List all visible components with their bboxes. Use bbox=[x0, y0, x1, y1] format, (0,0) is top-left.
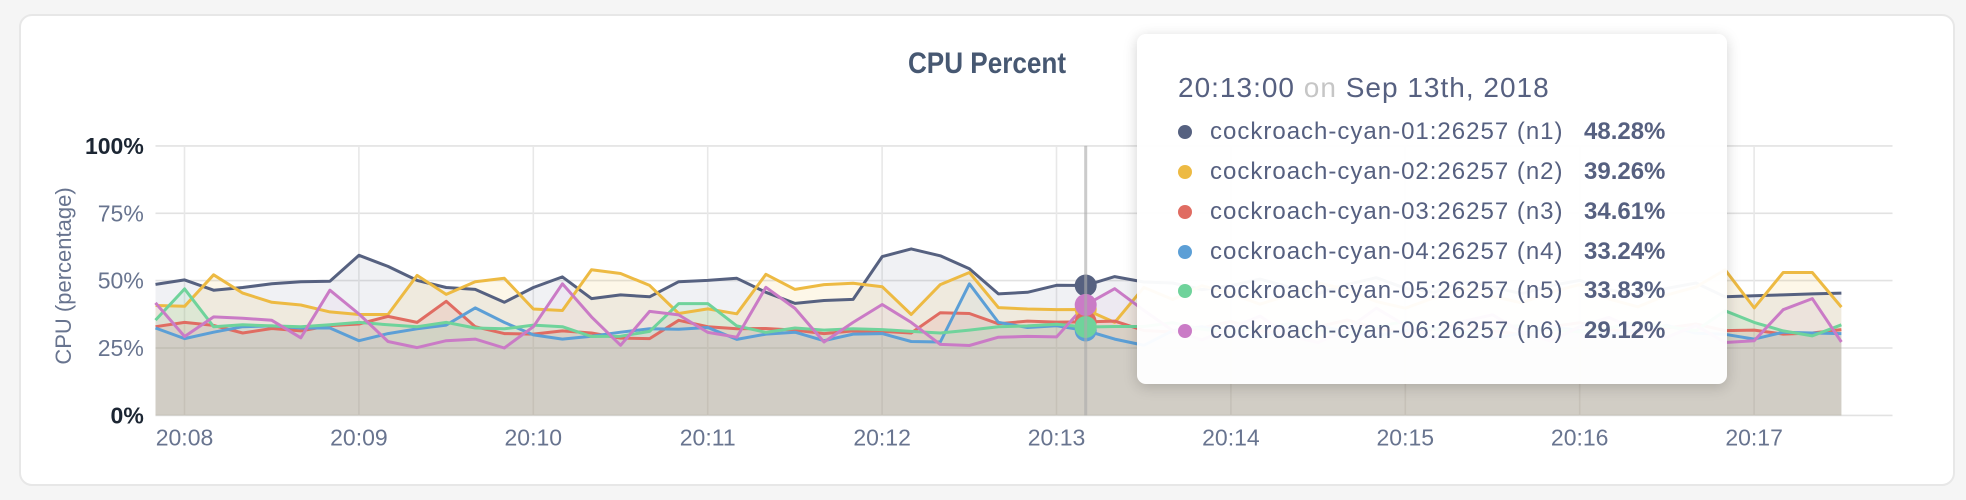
svg-text:20:10: 20:10 bbox=[505, 425, 563, 451]
svg-text:20:17: 20:17 bbox=[1725, 425, 1783, 451]
svg-text:25%: 25% bbox=[98, 335, 144, 361]
svg-text:CPU (percentage): CPU (percentage) bbox=[51, 187, 76, 364]
svg-text:100%: 100% bbox=[85, 133, 144, 159]
svg-text:20:08: 20:08 bbox=[156, 425, 214, 451]
svg-text:20:12: 20:12 bbox=[853, 425, 911, 451]
svg-text:20:16: 20:16 bbox=[1551, 425, 1609, 451]
svg-text:0%: 0% bbox=[111, 402, 144, 428]
svg-text:50%: 50% bbox=[98, 268, 144, 294]
svg-text:20:13: 20:13 bbox=[1028, 425, 1086, 451]
svg-text:20:14: 20:14 bbox=[1202, 425, 1260, 451]
svg-text:20:09: 20:09 bbox=[330, 425, 388, 451]
svg-text:20:15: 20:15 bbox=[1377, 425, 1435, 451]
svg-text:20:11: 20:11 bbox=[680, 425, 736, 451]
svg-text:75%: 75% bbox=[98, 200, 144, 226]
